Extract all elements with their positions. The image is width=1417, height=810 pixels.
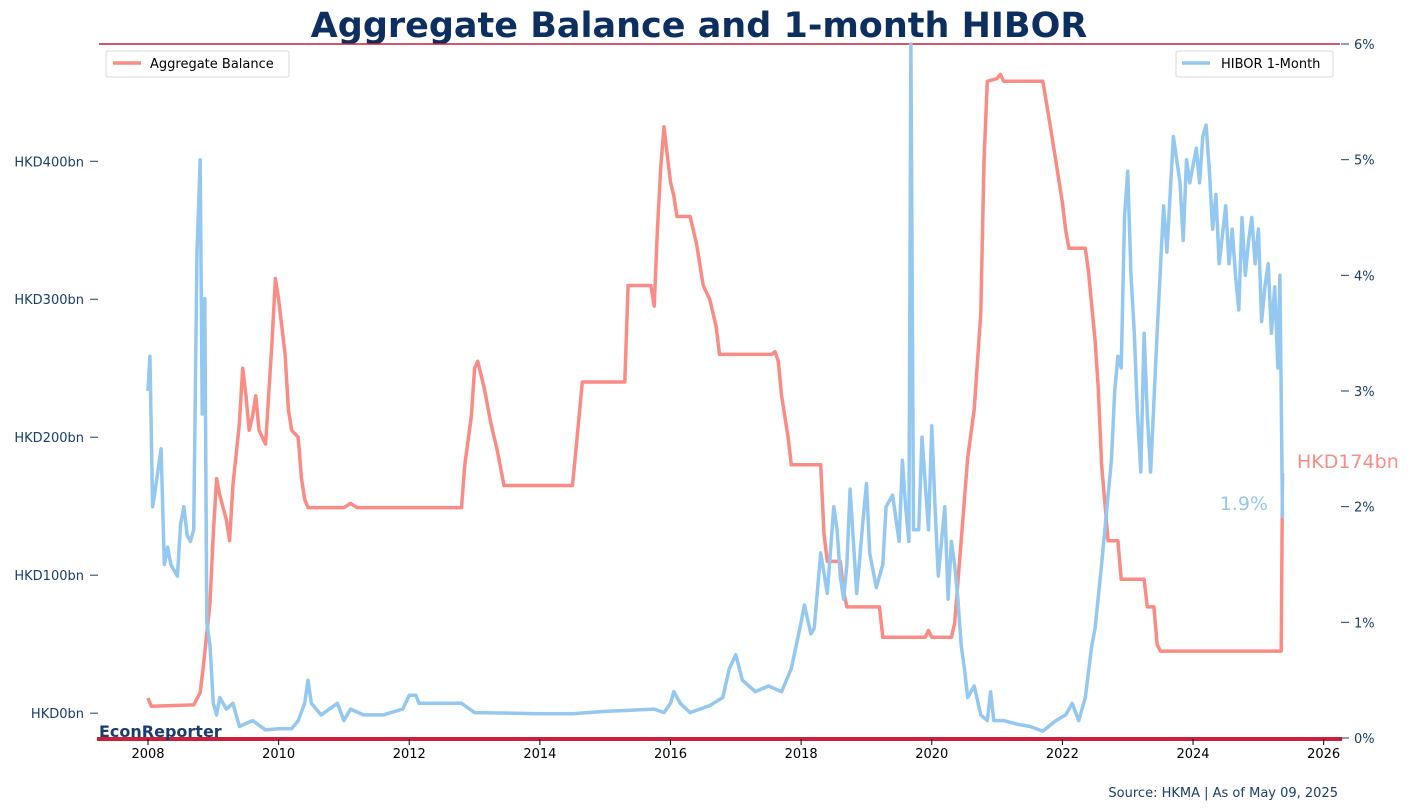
source-note: Source: HKMA | As of May 09, 2025 (1108, 786, 1338, 801)
left-tick-label: HKD400bn (14, 155, 84, 170)
right-tick-label: 5% (1354, 154, 1375, 169)
right-tick-label: 0% (1354, 732, 1375, 747)
x-tick-label: 2016 (654, 747, 687, 762)
left-tick-label: HKD300bn (14, 293, 84, 308)
brand-label: EconReporter (99, 722, 222, 741)
right-tick-label: 3% (1354, 385, 1375, 400)
left-tick-label: HKD100bn (14, 569, 84, 584)
x-tick-label: 2022 (1046, 747, 1079, 762)
left-tick-label: HKD200bn (14, 431, 84, 446)
right-tick-label: 4% (1354, 269, 1375, 284)
chart-title: Aggregate Balance and 1-month HIBOR (311, 6, 1088, 46)
left-tick-label: HKD0bn (31, 707, 84, 722)
aggregate-balance-line (146, 72, 1285, 709)
x-tick-label: 2024 (1176, 747, 1209, 762)
right-tick-label: 2% (1354, 501, 1375, 516)
x-tick-label: 2010 (262, 747, 295, 762)
balance-end-label: HKD174bn (1297, 451, 1399, 473)
legend-right: HIBOR 1-Month (1175, 50, 1334, 78)
x-tick-label: 2018 (785, 747, 818, 762)
x-tick-label: 2026 (1307, 747, 1340, 762)
legend-right-label: HIBOR 1-Month (1221, 57, 1320, 72)
right-tick-label: 6% (1354, 38, 1375, 53)
legend-left-label: Aggregate Balance (150, 57, 274, 72)
x-tick-label: 2008 (131, 747, 164, 762)
x-tick-label: 2020 (915, 747, 948, 762)
x-axis: 2008 2010 2012 2014 2016 2018 2020 2022 2024 2026 (131, 739, 1340, 762)
right-y-axis: 0% 1% 2% 3% 4% 5% 6% (1341, 38, 1375, 747)
hibor-line (146, 42, 1285, 733)
right-tick-label: 1% (1354, 616, 1375, 631)
x-tick-label: 2014 (523, 747, 556, 762)
hibor-end-label: 1.9% (1220, 493, 1268, 515)
left-y-axis: HKD0bn HKD100bn HKD200bn HKD300bn HKD400bn (14, 155, 98, 722)
x-tick-label: 2012 (393, 747, 426, 762)
legend-left: Aggregate Balance (105, 50, 290, 78)
